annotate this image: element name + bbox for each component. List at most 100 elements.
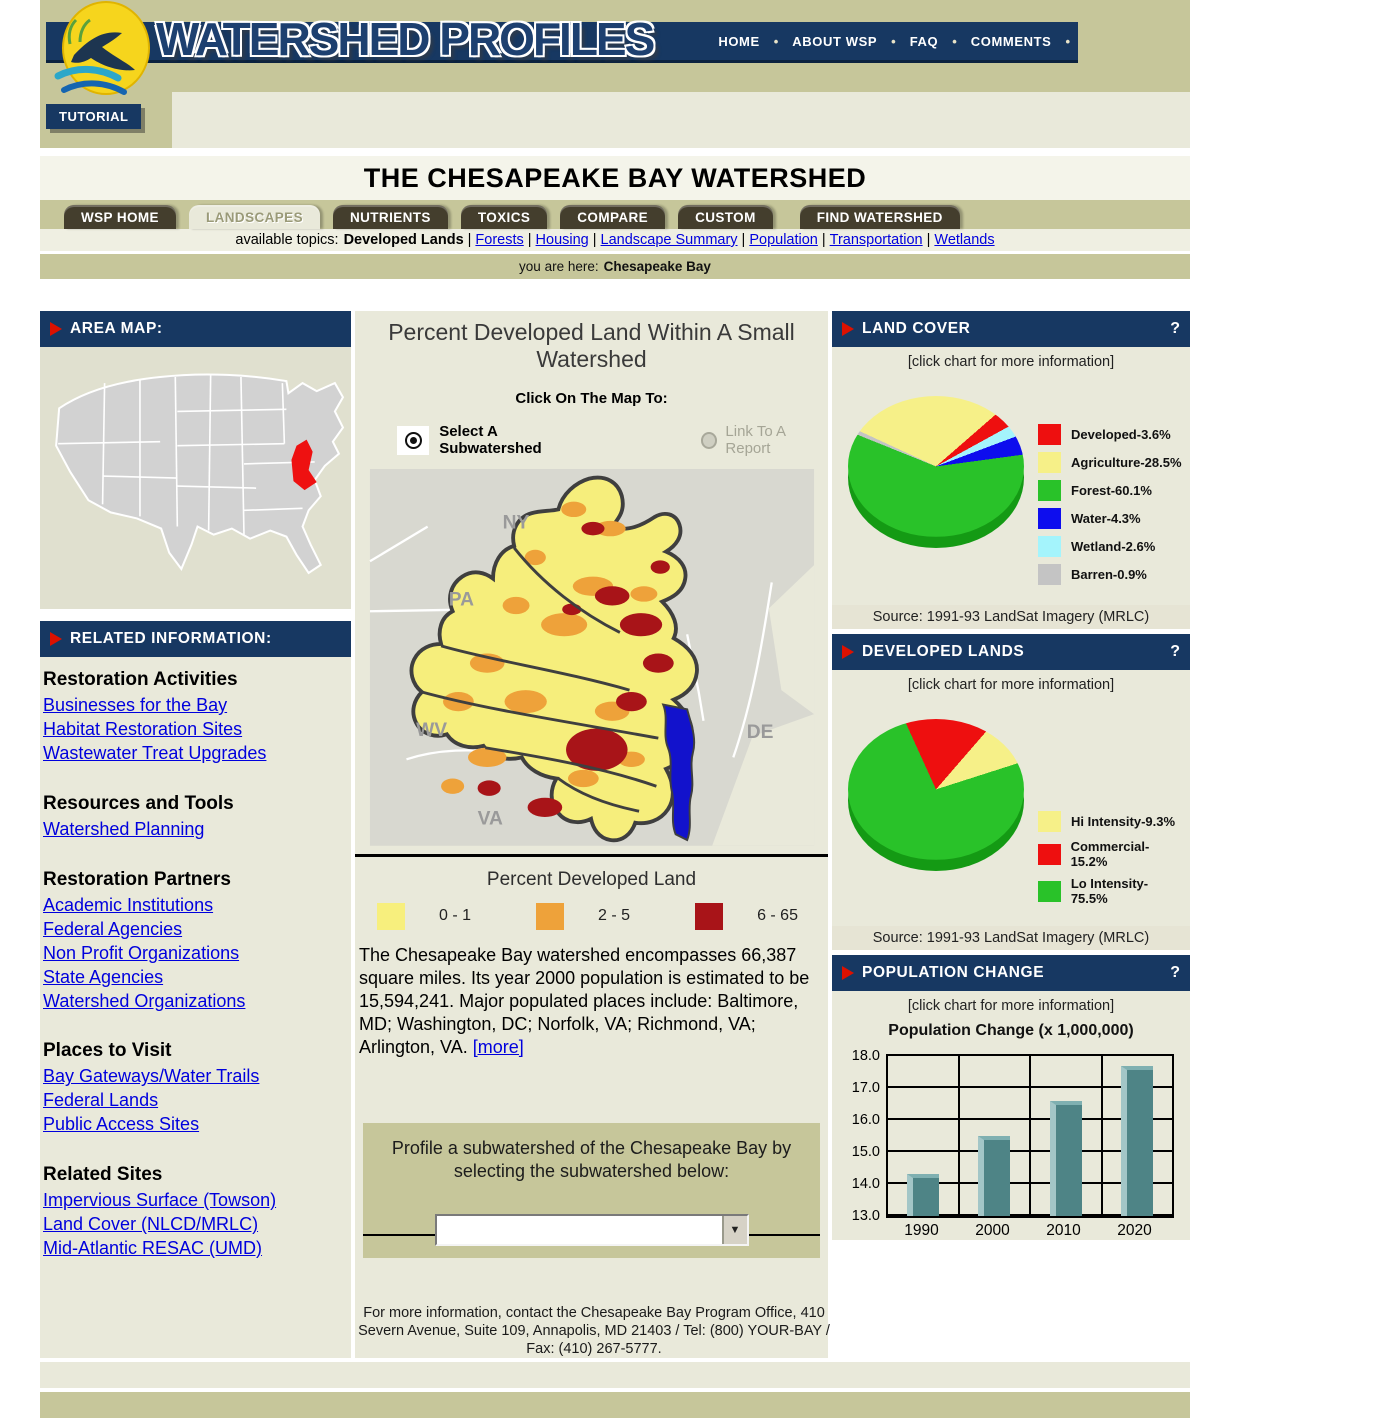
developed-lands-legend: Hi Intensity-9.3% Commercial-15.2% Lo Inte…	[1038, 811, 1184, 906]
nav-item-home[interactable]: HOME	[718, 33, 760, 49]
red-arrow-icon	[842, 966, 854, 980]
subwatershed-select[interactable]: ▼	[434, 1213, 749, 1246]
sidebar-link[interactable]: Land Cover (NLCD/MRLC)	[43, 1214, 259, 1235]
map-legend: 0 - 1 2 - 5 6 - 65	[355, 902, 828, 930]
help-icon[interactable]: ?	[1170, 643, 1180, 660]
sidebar-link[interactable]: Wastewater Treat Upgrades	[43, 742, 267, 763]
land-cover-legend: Developed-3.6% Agriculture-28.5% Forest-60…	[1038, 424, 1182, 585]
link-group: Places to Visit Bay Gateways/Water Trails…	[43, 1040, 351, 1137]
legend-swatch	[377, 902, 405, 930]
topic-link-wetlands[interactable]: Wetlands	[934, 232, 995, 248]
legend-swatch	[695, 902, 724, 930]
nav-item-comments[interactable]: COMMENTS	[970, 33, 1052, 49]
radio-disabled-icon	[701, 431, 718, 449]
tab-find-watershed[interactable]: FIND WATERSHED	[799, 205, 960, 229]
x-tick-label: 2000	[975, 1222, 1010, 1239]
spacer	[40, 609, 351, 621]
select-dropdown-button[interactable]: ▼	[721, 1215, 747, 1244]
y-tick-label: 18.0	[851, 1048, 880, 1064]
help-icon[interactable]: ?	[1170, 964, 1180, 981]
topic-link-landscape-summary[interactable]: Landscape Summary	[600, 232, 738, 248]
population-bar-chart[interactable]: 18.0 17.0 16.0 15.0 14.0 13.0	[840, 1048, 1184, 1224]
related-info-title: RELATED INFORMATION:	[70, 630, 272, 647]
land-cover-pie-chart[interactable]	[848, 396, 1028, 564]
topics-bar: available topics: Developed Lands | Forests…	[40, 229, 1190, 251]
left-sidebar: AREA MAP: RELATED INF	[40, 311, 351, 1358]
sidebar-link[interactable]: Watershed Planning	[43, 818, 205, 839]
tab-toxics[interactable]: TOXICS	[460, 205, 548, 229]
legend-item: Forest-60.1%	[1038, 480, 1182, 501]
brand-bar: HOME • ABOUT WSP • FAQ • COMMENTS •	[46, 22, 1078, 63]
population-change-body: [click chart for more information] Popul…	[832, 991, 1190, 1240]
nav-separator-dot: •	[891, 33, 896, 49]
land-cover-title: LAND COVER	[862, 320, 971, 337]
legend-item: Hi Intensity-9.3%	[1038, 811, 1184, 832]
x-axis-labels: 1990 2000 2010 2020	[886, 1222, 1170, 1240]
tab-nutrients[interactable]: NUTRIENTS	[332, 205, 448, 229]
legend-swatch	[1038, 508, 1061, 529]
sidebar-link[interactable]: Academic Institutions	[43, 894, 214, 915]
tutorial-button[interactable]: TUTORIAL	[46, 104, 142, 129]
topic-link-housing[interactable]: Housing	[535, 232, 589, 248]
legend-label: Forest-60.1%	[1071, 483, 1152, 498]
topics-separator: |	[592, 232, 597, 248]
header-panel	[172, 92, 1190, 148]
tab-landscapes[interactable]: LANDSCAPES	[188, 205, 320, 229]
sidebar-link[interactable]: Public Access Sites	[43, 1114, 200, 1135]
sidebar-link[interactable]: Non Profit Organizations	[43, 942, 240, 963]
watershed-map[interactable]: NY PA WV DE VA	[361, 469, 823, 846]
group-heading: Restoration Partners	[43, 868, 231, 890]
topic-link-population[interactable]: Population	[749, 232, 818, 248]
svg-text:VA: VA	[477, 809, 502, 830]
legend-label: 0 - 1	[439, 907, 472, 925]
legend-label: Developed-3.6%	[1071, 427, 1171, 442]
topic-link-transportation[interactable]: Transportation	[829, 232, 923, 248]
population-bar	[1121, 1065, 1154, 1216]
sidebar-link[interactable]: Federal Agencies	[43, 918, 183, 939]
legend-label: 2 - 5	[598, 907, 631, 925]
sidebar-link[interactable]: Businesses for the Bay	[43, 695, 228, 715]
nav-separator-dot: •	[773, 33, 779, 49]
sidebar-link[interactable]: Impervious Surface (Towson)	[43, 1190, 277, 1211]
legend-item: 2 - 5	[536, 902, 631, 930]
legend-item: Wetland-2.6%	[1038, 536, 1182, 557]
y-tick-label: 17.0	[851, 1080, 880, 1096]
pie-face	[848, 396, 1024, 537]
sidebar-link[interactable]: Mid-Atlantic RESAC (UMD)	[43, 1238, 263, 1259]
sidebar-link[interactable]: State Agencies	[43, 966, 164, 987]
description-text: The Chesapeake Bay watershed encompasses…	[359, 944, 810, 1057]
y-tick-label: 16.0	[851, 1112, 880, 1128]
sidebar-link[interactable]: Habitat Restoration Sites	[43, 718, 243, 739]
developed-lands-pie-chart[interactable]	[848, 719, 1028, 887]
help-icon[interactable]: ?	[1170, 320, 1180, 337]
population-change-title: POPULATION CHANGE	[862, 964, 1045, 981]
sidebar-link[interactable]: Federal Lands	[43, 1090, 159, 1111]
sidebar-link[interactable]: Watershed Organizations	[43, 990, 246, 1011]
legend-swatch	[1038, 452, 1061, 473]
area-map-header: AREA MAP:	[40, 311, 351, 347]
sidebar-link[interactable]: Bay Gateways/Water Trails	[43, 1066, 260, 1087]
breadcrumb-prefix: you are here:	[519, 259, 599, 274]
tab-compare[interactable]: COMPARE	[560, 205, 666, 229]
legend-item: Barren-0.9%	[1038, 564, 1182, 585]
more-link[interactable]: [more]	[472, 1036, 524, 1057]
tab-custom[interactable]: CUSTOM	[678, 205, 773, 229]
map-click-prompt: Click On The Map To:	[515, 390, 668, 407]
nav-item-about-wsp[interactable]: ABOUT WSP	[792, 33, 878, 49]
area-map-title: AREA MAP:	[70, 320, 163, 337]
center-column: Percent Developed Land Within A Small Wa…	[355, 311, 830, 1358]
svg-text:NY: NY	[502, 513, 529, 534]
legend-swatch	[1038, 811, 1061, 832]
nav-item-faq[interactable]: FAQ	[909, 33, 939, 49]
subwatershed-radio-label: Select A Subwatershed	[439, 423, 542, 457]
subwatershed-radio[interactable]	[397, 425, 430, 455]
footer-strip-light	[40, 1362, 1190, 1388]
site-wordmark: WATERSHED PROFILES	[156, 13, 655, 65]
svg-text:DE: DE	[746, 722, 773, 743]
sidebar-links: Restoration Activities Businesses for the…	[40, 657, 351, 1358]
developed-lands-title: DEVELOPED LANDS	[862, 643, 1025, 660]
topic-link-forests[interactable]: Forests	[475, 232, 524, 248]
population-bar	[1049, 1100, 1082, 1216]
tab-wsp-home[interactable]: WSP HOME	[64, 205, 176, 229]
link-group: Resources and Tools Watershed Planning	[43, 793, 351, 842]
